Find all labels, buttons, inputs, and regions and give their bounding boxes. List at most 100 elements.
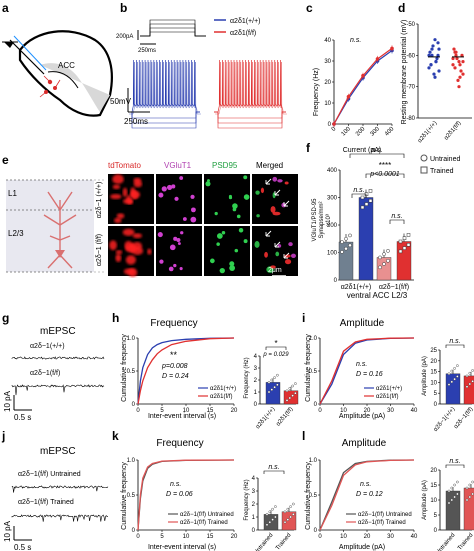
h-y-tick-label: 0.5: [127, 369, 136, 375]
g-label-wt: α2δ−1(+/+): [30, 343, 65, 350]
f-data-point: [378, 255, 382, 260]
f-data-point: [364, 202, 369, 206]
e-blob-merged: [270, 265, 276, 269]
e-blob-merged: [277, 179, 283, 183]
c-y-tick-label: 40: [324, 38, 331, 44]
e-col-tdtomato: tdTomato: [108, 161, 141, 170]
cortex-region: [40, 63, 110, 112]
e-puncta: [243, 175, 248, 180]
panel-h: h Frequency Cumulative frequency 0 5 10 15 2…: [112, 311, 299, 430]
stim-scale-label: 200pA: [116, 34, 133, 40]
e-blob-tdtomato: [109, 240, 117, 251]
k-xlabel: Inter-event interval (s): [148, 544, 216, 551]
h-inset-ylabel: Frequency (Hz): [244, 357, 250, 398]
e-blob-merged: [284, 181, 289, 185]
panel-label-k: k: [112, 429, 119, 443]
e-puncta: [171, 184, 176, 189]
h-x-tick-label: 0: [136, 408, 140, 414]
f-data-point: [340, 240, 344, 244]
trace-spikes: [215, 61, 287, 115]
e-blob-merged: [256, 214, 260, 218]
h-inset-x-label: α2δ1(+/+): [255, 406, 276, 430]
l-x-tick-label: 0: [318, 534, 322, 540]
f-x-cat-label: α2δ1(+/+): [341, 284, 372, 291]
i-inset-y-tick-label: 15: [430, 370, 437, 376]
e-tile: [156, 226, 202, 276]
j-label-untrained: α2δ−1(f/f) Untrained: [18, 471, 81, 478]
e-puncta: [232, 203, 238, 209]
e-arrow-icon: [274, 241, 281, 248]
f-legend-marker-trained: [420, 166, 428, 174]
h-y-tick-label: 0: [132, 402, 136, 408]
panel-label-g: g: [2, 311, 9, 325]
f-data-point: [340, 250, 344, 254]
d-y-tick-label: -70: [406, 85, 415, 91]
k-inset-x-label: Untrained: [253, 532, 274, 551]
i-legend-ko: α2δ1(f/f): [376, 394, 398, 400]
e-blob-merged: [264, 251, 268, 258]
f-plot: [338, 189, 412, 281]
k-inset-point: [274, 515, 277, 519]
d-data-point: [454, 53, 458, 57]
l-ns: n.s.: [360, 481, 371, 488]
e-col-psd95: PSD95: [212, 161, 238, 170]
e-blob-tdtomato: [122, 228, 135, 236]
f-x-cat-label: α2δ−1(f/f): [379, 284, 409, 291]
l-x-tick-label: 40: [411, 534, 418, 540]
d-data-point: [433, 38, 437, 42]
i-y-tick-label: 0.5: [309, 369, 318, 375]
i-ns: n.s.: [356, 361, 367, 368]
l-inset-point: [447, 489, 451, 493]
e-puncta: [180, 231, 184, 235]
panel-label-j: j: [1, 429, 5, 443]
i-inset-bar: [445, 373, 461, 405]
i-inset-point: [450, 380, 454, 384]
k-inset-y-tick-label: 0: [252, 528, 256, 534]
e-puncta: [190, 216, 197, 223]
i-inset-x-label: α2δ−1(f/f): [453, 406, 474, 430]
k-inset-point: [283, 520, 287, 524]
l-inset-point: [447, 501, 451, 505]
h-inset-y-tick-label: 3: [254, 366, 258, 372]
panel-i: i Amplitude Cumulative frequency 0 10 20 30…: [302, 311, 474, 433]
electrode-head: [4, 42, 14, 48]
e-blob-merged: [260, 187, 265, 194]
e-puncta: [176, 237, 181, 243]
c-x-tick-label: 300: [370, 126, 382, 138]
f-bracket-top: [349, 153, 405, 158]
c-data-point: [375, 57, 380, 61]
panel-label-a: a: [2, 1, 9, 15]
f-data-point: [386, 249, 390, 253]
i-inset-point: [453, 367, 456, 370]
f-ylabel-3: x10³: [326, 214, 332, 226]
d-data-point: [460, 53, 464, 57]
k-inset-ns: n.s.: [268, 464, 279, 471]
panel-d: d Resting membrane potential (mV) -50 -60…: [398, 1, 472, 144]
f-legend-untrained: Untrained: [430, 156, 460, 163]
k-ylabel: Cumulative frequency: [121, 462, 128, 530]
f-bracket-ns1: [351, 193, 367, 198]
l-inset-plot: [445, 480, 474, 531]
mepsc-trace-path: [11, 384, 105, 396]
e-col-merged: Merged: [256, 161, 283, 170]
i-inset-point: [453, 377, 456, 381]
k-inset-point: [271, 507, 274, 511]
i-inset-ns: n.s.: [449, 338, 460, 345]
c-data-point: [332, 122, 336, 126]
h-inset-point: [294, 391, 297, 395]
panel-label-c: c: [306, 1, 313, 15]
trace-step: [214, 111, 286, 124]
f-data-point: [382, 262, 386, 266]
e-puncta: [173, 236, 178, 241]
i-inset-y-tick-label: 5: [434, 391, 438, 397]
i-inset-point: [471, 380, 474, 383]
h-inset-point: [285, 399, 289, 402]
electrode-tip: [13, 35, 47, 71]
c-data-point: [390, 46, 394, 51]
i-inset-plot: [445, 364, 474, 405]
f-data-point: [368, 199, 373, 203]
l-inset-y-tick-label: 5: [434, 513, 438, 519]
l-y-tick-label: 0: [314, 528, 318, 534]
f-data-point: [368, 189, 373, 193]
i-y-tick-label: 0: [314, 402, 318, 408]
